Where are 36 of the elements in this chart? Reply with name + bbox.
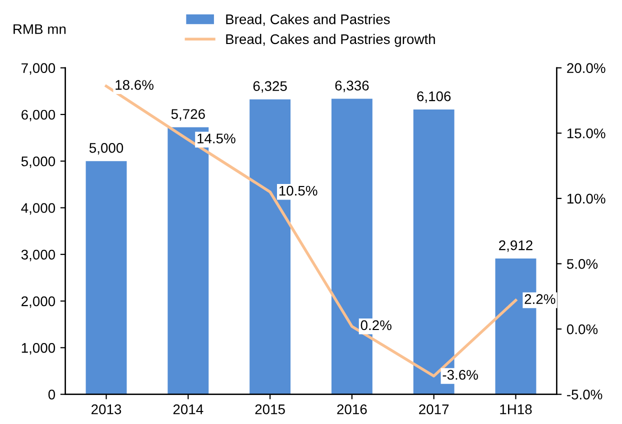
y-tick-label: 2,000 xyxy=(22,296,56,308)
data-label: 6,106 xyxy=(417,91,451,103)
data-label: 5,000 xyxy=(89,142,124,154)
x-tick-label: 2015 xyxy=(255,404,285,414)
data-label: 14.5% xyxy=(198,134,236,144)
y-tick-label: 0 xyxy=(48,390,56,400)
data-label: -3.6% xyxy=(442,370,478,380)
y2-tick-label: -5.0% xyxy=(567,390,602,400)
x-tick-label: 2016 xyxy=(337,404,367,414)
legend-label: Bread, Cakes and Pastries growth xyxy=(226,34,435,47)
x-tick-label: 1H18 xyxy=(500,404,532,414)
y2-tick-label: 15.0% xyxy=(567,128,606,138)
x-tick-label: 2014 xyxy=(173,404,204,414)
y-tick-label: 6,000 xyxy=(22,110,56,122)
y2-tick-label: 5.0% xyxy=(566,259,598,269)
y-axis-title: RMB mn xyxy=(14,24,66,34)
data-label: 0.2% xyxy=(360,320,392,330)
x-tick-label: 2013 xyxy=(92,404,122,414)
y2-tick-label: 20.0% xyxy=(567,63,606,74)
y-tick-label: 5,000 xyxy=(21,156,56,168)
y-tick-label: 4,000 xyxy=(21,203,56,215)
legend-label: Bread, Cakes and Pastries xyxy=(226,14,390,26)
data-label: 5,726 xyxy=(171,109,205,121)
bar xyxy=(86,161,127,394)
y2-tick-label: 0.0% xyxy=(566,324,598,334)
data-label: 2,912 xyxy=(499,240,532,252)
y2-tick-label: 10.0% xyxy=(567,194,606,204)
data-label: 6,336 xyxy=(335,80,369,92)
data-label: 6,325 xyxy=(253,81,287,93)
y-tick-label: 1,000 xyxy=(22,343,56,354)
data-label: 10.5% xyxy=(279,186,318,196)
x-tick-label: 2017 xyxy=(419,404,449,414)
data-label: 18.6% xyxy=(116,80,154,90)
y-tick-label: 3,000 xyxy=(21,250,56,262)
data-label: 2.2% xyxy=(524,294,556,304)
y-tick-label: 7,000 xyxy=(22,63,56,75)
